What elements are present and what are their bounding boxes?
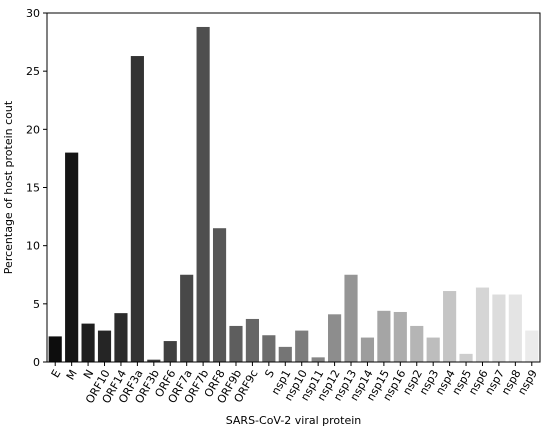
bar-e bbox=[48, 336, 62, 362]
bar-m bbox=[65, 152, 79, 362]
bar-nsp2 bbox=[410, 325, 424, 362]
bar-nsp7 bbox=[492, 294, 506, 362]
y-axis: 0 5 10 15 20 25 30 bbox=[26, 7, 47, 369]
y-axis-label: Percentage of host protein cout bbox=[2, 100, 15, 274]
bar-nsp13 bbox=[344, 274, 358, 362]
bar-orf7a bbox=[180, 274, 194, 362]
y-tick-label: 20 bbox=[26, 123, 40, 136]
bar-orf9b bbox=[229, 325, 243, 362]
bar-nsp6 bbox=[475, 287, 490, 362]
bar-nsp1 bbox=[278, 346, 292, 362]
bar-orf9c bbox=[245, 318, 259, 362]
y-tick-label: 5 bbox=[33, 298, 40, 311]
bar-nsp14 bbox=[360, 337, 375, 362]
bars-group bbox=[48, 26, 539, 363]
bar-s bbox=[262, 335, 276, 362]
bar-nsp10 bbox=[295, 330, 309, 362]
plot-frame bbox=[46, 12, 541, 363]
y-tick-label: 30 bbox=[26, 7, 40, 20]
x-axis-label: SARS-CoV-2 viral protein bbox=[226, 414, 362, 427]
bar-orf3b bbox=[147, 359, 161, 362]
bar-nsp8 bbox=[508, 294, 522, 362]
bar-orf7b bbox=[196, 26, 210, 363]
x-tick-label: S bbox=[262, 367, 277, 380]
bar-nsp9 bbox=[525, 330, 539, 362]
bar-nsp15 bbox=[377, 310, 391, 362]
bar-orf3a bbox=[130, 56, 144, 362]
bar-n bbox=[81, 323, 95, 362]
x-tick-label: M bbox=[64, 368, 80, 383]
bar-orf6 bbox=[163, 341, 177, 362]
bar-nsp3 bbox=[426, 337, 440, 362]
y-tick-label: 15 bbox=[26, 182, 40, 195]
bar-orf8 bbox=[212, 228, 227, 362]
y-tick-label: 10 bbox=[26, 240, 40, 253]
y-tick-label: 25 bbox=[26, 65, 40, 78]
bar-orf10 bbox=[97, 330, 112, 362]
x-axis: E M NORF10ORF14ORF3aORF3bORF6ORF7aORF7bORF… bbox=[49, 362, 540, 406]
bar-nsp12 bbox=[328, 314, 342, 362]
bar-nsp11 bbox=[311, 357, 325, 362]
bar-orf14 bbox=[114, 313, 128, 362]
y-tick-label: 0 bbox=[33, 356, 40, 369]
bar-nsp5 bbox=[459, 353, 473, 362]
x-tick-label: E bbox=[49, 367, 64, 380]
bar-nsp16 bbox=[393, 311, 407, 362]
bar-nsp4 bbox=[443, 291, 457, 362]
